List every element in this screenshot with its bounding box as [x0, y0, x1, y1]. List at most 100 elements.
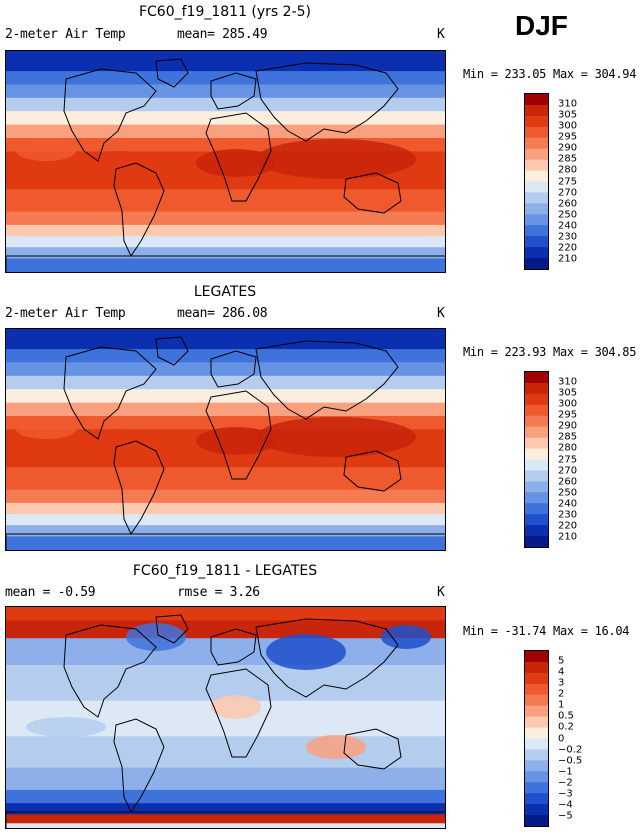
- panel-2-units-label: K: [437, 306, 445, 321]
- panel-1-variable-label: 2-meter Air Temp: [5, 27, 126, 42]
- coastline: [113, 162, 165, 258]
- map-band: [6, 489, 445, 504]
- panel-1-map: [5, 50, 446, 273]
- colorbar-swatch: [525, 393, 548, 406]
- colorbar-swatch: [525, 181, 548, 193]
- panel-2-colorbar: [524, 371, 549, 548]
- map-blob: [256, 417, 416, 457]
- colorbar-swatch: [525, 716, 548, 729]
- coastline: [63, 68, 157, 162]
- colorbar-swatch: [525, 749, 548, 761]
- colorbar-swatch: [525, 782, 548, 794]
- panel-1-minmax: Min = 233.05 Max = 304.94: [463, 67, 637, 81]
- panel-3-map-svg: [6, 607, 445, 828]
- panel-1-colorbar-svg: [525, 94, 548, 269]
- map-band: [6, 514, 445, 526]
- map-band: [6, 789, 445, 804]
- colorbar-tick-label: 0.2: [558, 721, 574, 733]
- panel-3-colorbar-svg: [525, 651, 548, 826]
- colorbar-tick-label: 250: [558, 487, 578, 499]
- colorbar-swatch: [525, 148, 548, 161]
- colorbar-swatch: [525, 247, 548, 259]
- map-band: [6, 467, 445, 491]
- panel-3-units-label: K: [437, 585, 445, 600]
- colorbar-tick-label: 280: [558, 164, 578, 176]
- colorbar-tick-label: 210: [558, 531, 578, 543]
- colorbar-tick-label: 310: [558, 98, 578, 110]
- colorbar-swatch: [525, 727, 548, 739]
- colorbar-swatch: [525, 760, 548, 772]
- colorbar-tick-label: 220: [558, 242, 578, 254]
- map-blob: [196, 427, 276, 455]
- colorbar-tick-label: 2: [558, 688, 565, 700]
- colorbar-tick-label: 305: [558, 387, 578, 399]
- map-band: [6, 803, 445, 815]
- panel-3-map: [5, 606, 446, 829]
- antarctica-coastline: [6, 255, 445, 272]
- coastline: [155, 614, 189, 644]
- colorbar-swatch: [525, 514, 548, 526]
- map-blob: [16, 419, 76, 439]
- colorbar-swatch: [525, 536, 548, 547]
- map-blob: [381, 625, 431, 649]
- panel-1-title: FC60_f19_1811 (yrs 2-5): [138, 4, 312, 20]
- colorbar-swatch: [525, 126, 548, 139]
- map-blob: [211, 695, 261, 719]
- colorbar-swatch: [525, 382, 548, 395]
- map-band: [6, 620, 445, 639]
- colorbar-tick-label: 275: [558, 176, 578, 187]
- coastline: [255, 62, 399, 142]
- map-band: [6, 736, 445, 769]
- colorbar-swatch: [525, 437, 548, 450]
- colorbar-swatch: [525, 404, 548, 417]
- colorbar-swatch: [525, 804, 548, 816]
- colorbar-tick-label: 270: [558, 187, 578, 199]
- colorbar-swatch: [525, 115, 548, 128]
- panel-2-map: [5, 328, 446, 551]
- coastline: [205, 668, 272, 758]
- colorbar-tick-label: 3: [558, 677, 565, 689]
- colorbar-swatch: [525, 214, 548, 226]
- coastline: [210, 72, 257, 110]
- map-band: [6, 124, 445, 139]
- colorbar-tick-label: 240: [558, 498, 578, 510]
- panel-3-rmse-label: rmse = 3.26: [177, 585, 260, 600]
- coastline: [343, 728, 402, 770]
- panel-1-map-svg: [6, 51, 445, 272]
- map-blob: [76, 429, 156, 453]
- colorbar-tick-label: 305: [558, 109, 578, 121]
- colorbar-swatch: [525, 738, 548, 750]
- colorbar-tick-label: 275: [558, 454, 578, 465]
- colorbar-swatch: [525, 793, 548, 805]
- colorbar-tick-label: 295: [558, 409, 578, 421]
- colorbar-swatch: [525, 203, 548, 215]
- map-band: [6, 502, 445, 515]
- colorbar-tick-label: 4: [558, 666, 565, 678]
- colorbar-tick-label: −3: [558, 788, 573, 800]
- colorbar-tick-label: 280: [558, 442, 578, 454]
- coastline: [210, 350, 257, 388]
- map-band: [6, 224, 445, 237]
- colorbar-swatch: [525, 170, 548, 182]
- colorbar-tick-label: 270: [558, 465, 578, 477]
- colorbar-swatch: [525, 415, 548, 428]
- colorbar-tick-label: −2: [558, 777, 573, 789]
- colorbar-tick-label: 1: [558, 699, 565, 711]
- colorbar-swatch: [525, 672, 548, 685]
- map-blob: [256, 139, 416, 179]
- panel-2-title: LEGATES: [193, 284, 257, 300]
- colorbar-swatch: [525, 225, 548, 237]
- panel-3-minmax: Min = -31.74 Max = 16.04: [463, 624, 630, 638]
- season-label: DJF: [515, 10, 568, 41]
- colorbar-swatch: [525, 683, 548, 696]
- colorbar-swatch: [525, 503, 548, 515]
- map-band: [6, 607, 445, 621]
- antarctica-coastline: [6, 533, 445, 550]
- map-band: [6, 97, 445, 112]
- colorbar-tick-label: 260: [558, 198, 578, 210]
- colorbar-tick-label: 0.5: [558, 710, 574, 722]
- panel-1-mean-label: mean= 285.49: [177, 27, 268, 42]
- map-band: [6, 258, 445, 272]
- colorbar-swatch: [525, 159, 548, 172]
- colorbar-swatch: [525, 426, 548, 439]
